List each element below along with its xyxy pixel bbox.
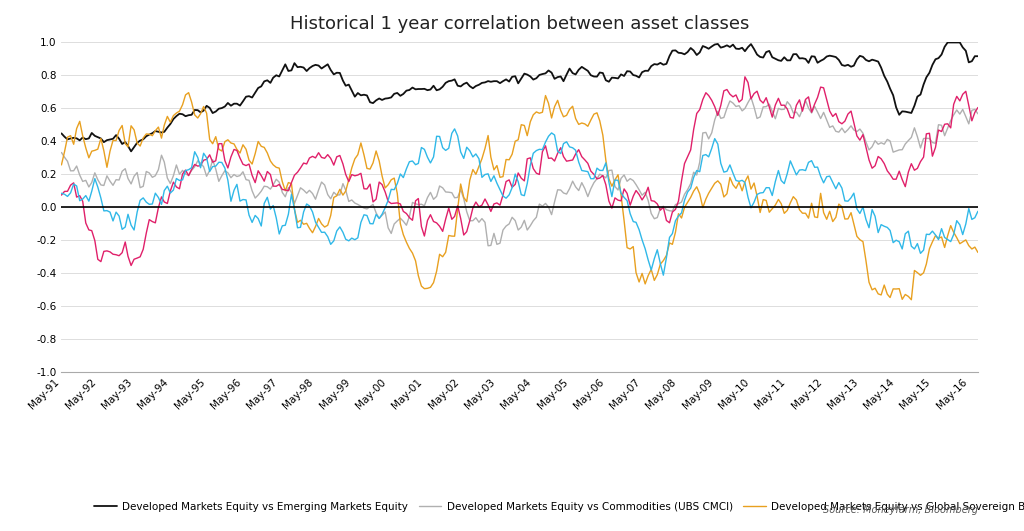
Line: Developed Markets Equity vs Emerging Markets Equity: Developed Markets Equity vs Emerging Mar… [61,42,978,151]
Line: Global Sovereign Bond vs Commodities (UBS CMCI): Global Sovereign Bond vs Commodities (UB… [61,129,978,275]
Line: Developed Markets Equity vs Commodities (UBS CMCI): Developed Markets Equity vs Commodities … [61,97,978,246]
Line: Developed Markets Equity vs Global Sovereign Bond: Developed Markets Equity vs Global Sover… [61,93,978,299]
Line: Emerging Markets Equity vs Commodities (UBS CMCI): Emerging Markets Equity vs Commodities (… [61,77,978,266]
Text: Source: Moneyfarm, Bloomberg: Source: Moneyfarm, Bloomberg [823,505,978,515]
Title: Historical 1 year correlation between asset classes: Historical 1 year correlation between as… [290,14,750,32]
